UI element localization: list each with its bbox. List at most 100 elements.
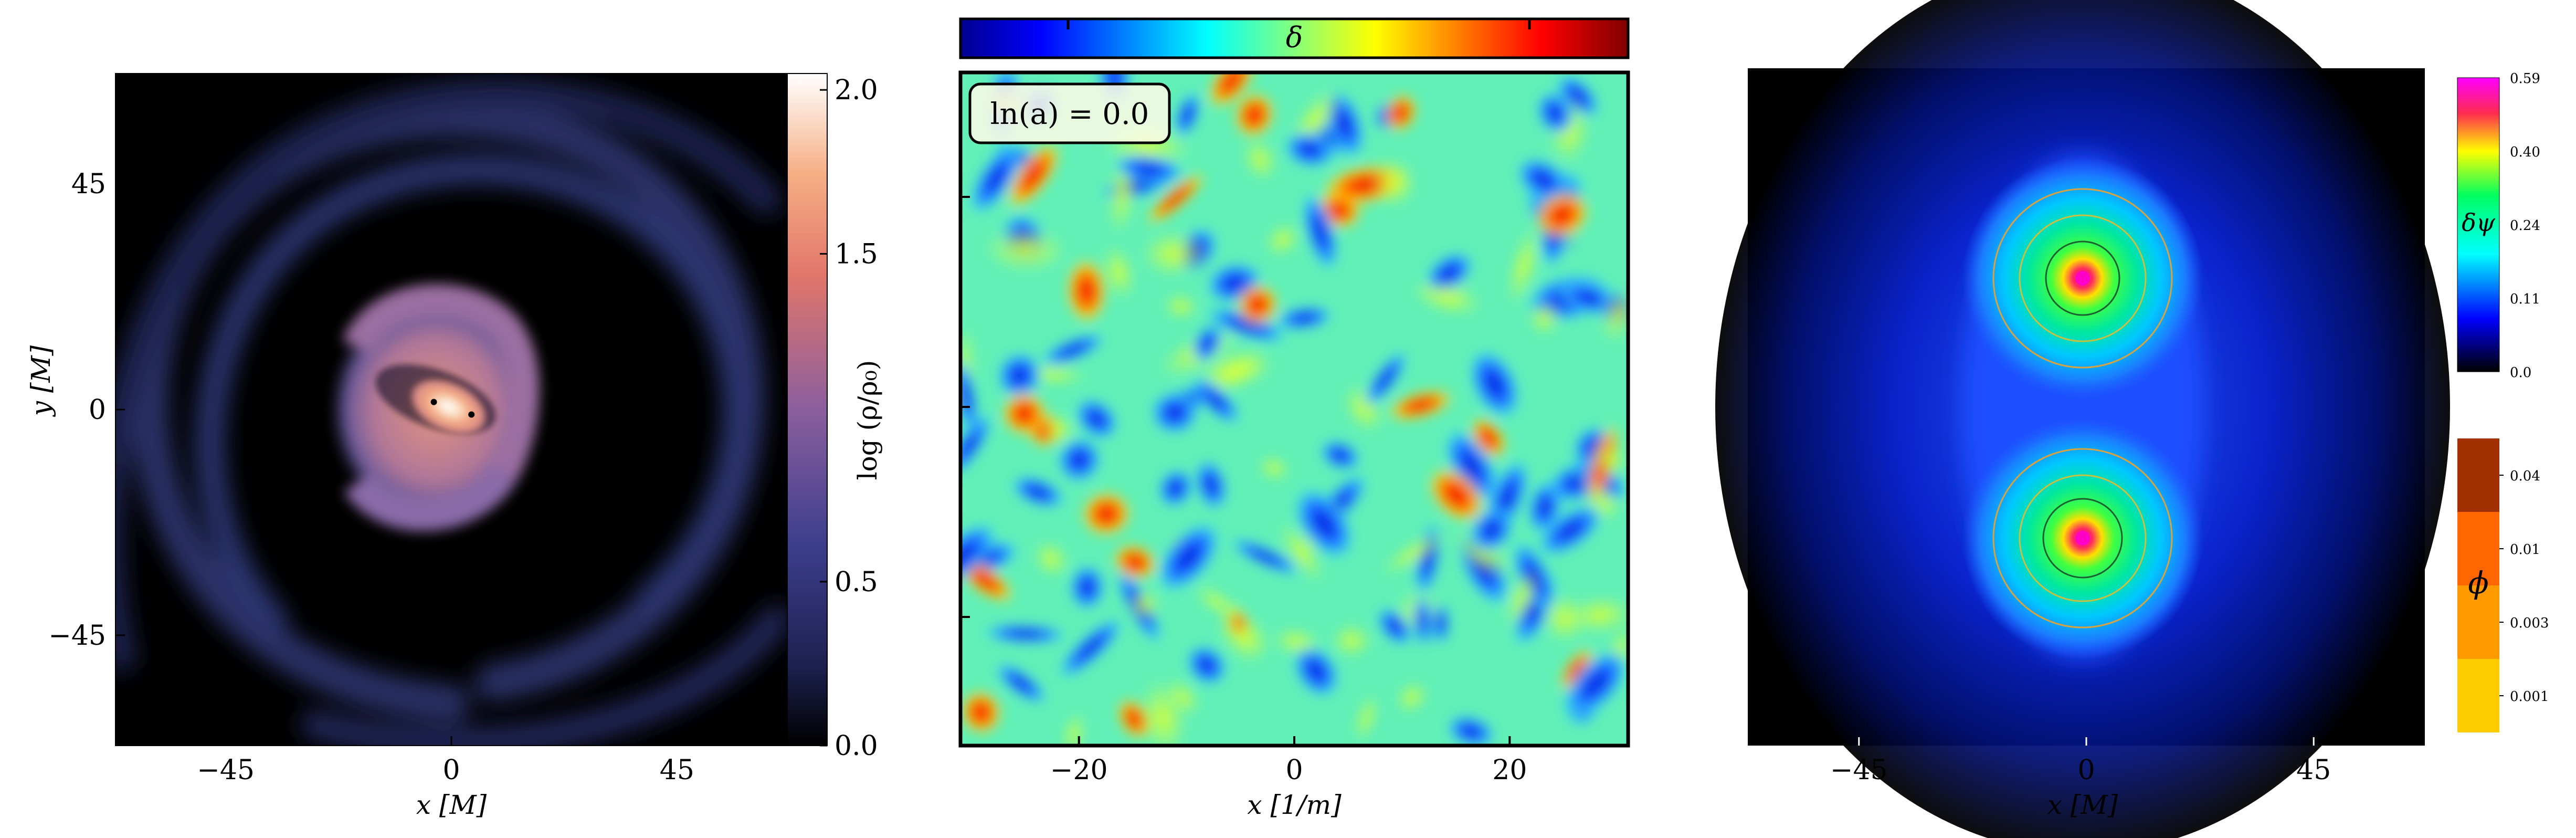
field-blob — [1559, 647, 1595, 693]
field-blob — [1507, 225, 1541, 307]
field-blob — [1174, 91, 1201, 139]
field-blob — [1384, 93, 1418, 133]
scale-factor-annotation: ln(a) = 0.0 — [968, 82, 1171, 144]
field-blob — [1167, 678, 1200, 717]
field-blob — [1207, 72, 1256, 109]
right-panel: −45 0 45 x [M] 0.59 0.40 0.24 0.11 0.0 δψ 0.04… — [1715, 0, 2549, 838]
field-blob — [1355, 693, 1378, 743]
field-blob — [1542, 593, 1587, 644]
left-x-axis-label: x [M] — [416, 790, 487, 820]
field-blob — [969, 141, 1023, 215]
field-blob — [1236, 282, 1279, 327]
field-blob — [1265, 223, 1301, 257]
field-blob — [1069, 564, 1106, 611]
density-colorbar-label: log (ρ/ρ₀) — [852, 360, 883, 480]
psi-tick-label: 0.11 — [2510, 291, 2540, 307]
field-blob — [960, 356, 979, 436]
field-blob — [1563, 648, 1628, 719]
x-tick-label: −20 — [1050, 755, 1108, 786]
field-blob — [1102, 244, 1135, 301]
x-tick-label: 20 — [1492, 755, 1527, 786]
phi-colorbar-ticks: 0.04 0.01 0.003 0.001 — [2499, 468, 2549, 705]
field-blob — [1468, 349, 1521, 420]
field-blob — [1001, 391, 1048, 436]
field-blob — [1065, 257, 1107, 324]
right-axis-ticks: −45 0 45 — [1830, 737, 2331, 786]
field-blob — [1292, 644, 1340, 698]
field-blob — [1156, 521, 1221, 593]
field-blob — [1074, 397, 1118, 441]
psi-tick-label: 0.40 — [2510, 144, 2540, 160]
left-panel: −45 0 45 −45 0 45 0.0 0.5 1.5 2.0 y [M] log (ρ/ρ… — [26, 73, 883, 820]
field-blob — [1010, 475, 1065, 509]
cbar-tick-label: 1.5 — [835, 238, 878, 270]
x-tick-label: 0 — [2077, 755, 2095, 786]
field-blob — [1242, 138, 1278, 181]
x-tick-label: −45 — [1830, 755, 1888, 786]
field-blob — [1195, 584, 1239, 620]
y-tick-label: 0 — [89, 394, 106, 426]
phi-tick-label: 0.001 — [2510, 689, 2549, 705]
phi-colorbar-label: ϕ — [2468, 565, 2489, 601]
field-blob — [1081, 490, 1133, 537]
psi-heatmap — [1715, 0, 2450, 838]
field-blob — [1319, 439, 1361, 471]
x-tick-label: 0 — [442, 755, 460, 786]
x-tick-label: −45 — [197, 755, 255, 786]
field-blob — [1446, 715, 1496, 746]
field-blob — [1038, 413, 1076, 446]
field-blob — [1271, 627, 1322, 656]
field-blob — [960, 412, 993, 478]
field-blob — [1534, 190, 1590, 240]
field-blob — [1145, 171, 1207, 226]
phi-tick-label: 0.003 — [2510, 615, 2549, 631]
field-blob — [960, 522, 997, 588]
field-blob — [1537, 504, 1603, 557]
delta-field-heatmap — [960, 72, 1628, 746]
field-blob — [1380, 530, 1449, 575]
psi-tick-label: 0.0 — [2510, 365, 2531, 381]
field-blob — [1369, 158, 1417, 208]
phi-colorbar — [2457, 438, 2499, 732]
field-blob — [1233, 91, 1275, 139]
field-blob — [996, 351, 1043, 400]
field-blob — [1205, 307, 1289, 343]
field-blob — [1040, 333, 1106, 367]
field-blob — [1190, 376, 1241, 425]
annotation-text: ln(a) = 0.0 — [990, 97, 1149, 131]
field-blob — [1413, 594, 1433, 648]
field-blob — [1194, 459, 1228, 511]
phi-tick-label: 0.01 — [2510, 542, 2540, 558]
field-blob — [1387, 389, 1454, 421]
field-blob — [1283, 131, 1336, 169]
field-blob — [1257, 455, 1291, 481]
cbar-tick-label: 0.0 — [835, 730, 878, 762]
field-blob — [1302, 191, 1339, 273]
field-blob — [1191, 323, 1223, 364]
field-blob — [1516, 157, 1570, 202]
field-blob — [1157, 468, 1194, 508]
field-blob — [1293, 487, 1355, 560]
field-blob — [1396, 681, 1428, 714]
field-blob — [1057, 436, 1102, 483]
field-blob — [995, 663, 1048, 705]
binary-point — [430, 399, 437, 405]
field-blob — [1590, 441, 1628, 478]
psi-colorbar-ticks: 0.59 0.40 0.24 0.11 0.0 — [2510, 71, 2540, 381]
phi-tick-label: 0.04 — [2510, 468, 2540, 484]
field-blob — [1228, 538, 1303, 576]
field-blob — [1112, 543, 1158, 581]
density-heatmap — [115, 74, 787, 746]
source-point — [2075, 271, 2090, 286]
field-blob — [1427, 467, 1486, 524]
field-blob — [1414, 281, 1483, 316]
field-blob — [1062, 711, 1085, 746]
delta-colorbar — [960, 19, 1628, 58]
cbar-tick-label: 0.5 — [835, 567, 878, 598]
left-y-axis-label: y [M] — [26, 345, 56, 417]
x-tick-label: 0 — [1285, 755, 1303, 786]
field-blob — [983, 226, 1068, 273]
field-blob — [1006, 141, 1061, 210]
field-blob — [1221, 613, 1271, 664]
